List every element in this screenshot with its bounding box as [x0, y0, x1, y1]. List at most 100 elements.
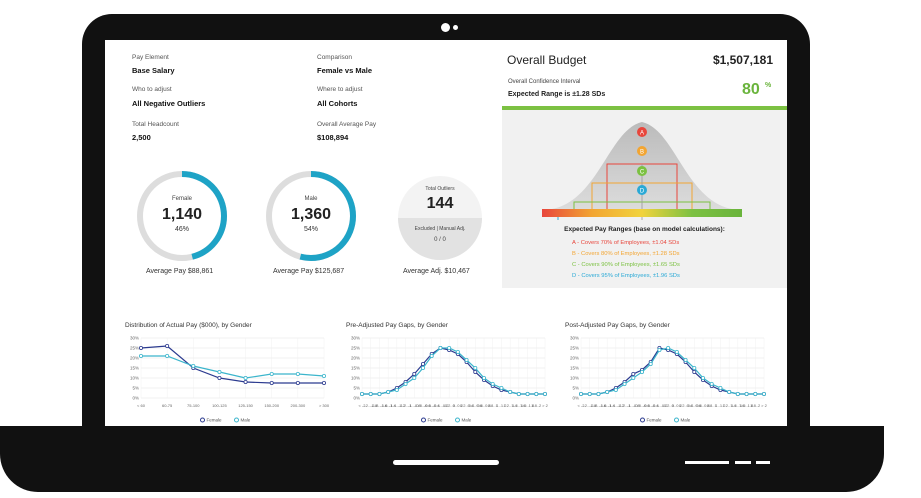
data-point: [525, 392, 530, 397]
pay-element-value[interactable]: Base Salary: [132, 66, 175, 75]
outliers-title: Total Outliers: [425, 186, 455, 192]
data-point: [700, 376, 705, 381]
y-tick-label: 30%: [130, 336, 139, 341]
data-point: [516, 392, 521, 397]
base-accent-line: [735, 461, 751, 464]
overall-average-pay-label: Overall Average Pay: [317, 121, 377, 128]
female-average-pay: Average Pay $88,861: [146, 268, 214, 275]
x-tick-label: 0.6..0.8: [696, 403, 710, 408]
x-tick-label: -1.6..-1.4: [380, 403, 397, 408]
data-point: [613, 388, 618, 393]
expected-pay-ranges-title: Expected Pay Ranges (base on model calcu…: [564, 226, 725, 233]
total-headcount-value: 2,500: [132, 133, 151, 142]
outliers-circle-graphic: [398, 176, 482, 260]
base-accent-line: [685, 461, 729, 464]
series-line: [581, 347, 764, 395]
x-tick-label: 60-75: [162, 403, 173, 408]
data-point: [321, 381, 326, 386]
x-tick-label: 1..1.2: [496, 403, 507, 408]
x-tick-label: 0.6..0.8: [477, 403, 491, 408]
budget-amount: $1,507,181: [712, 53, 773, 67]
range-line-a: A - Covers 70% of Employees, ±1.04 SDs: [572, 240, 680, 246]
data-point: [243, 380, 248, 385]
x-tick-label: -1.8..-1.6: [590, 403, 607, 408]
overall-average-pay-value: $108,894: [317, 133, 349, 142]
data-point: [473, 370, 478, 375]
x-tick-label: -2..-1.8: [583, 403, 596, 408]
webcam-light-icon: [453, 25, 458, 30]
outliers-count: 144: [426, 195, 454, 212]
x-tick-label: -1.4..-1.2: [608, 403, 625, 408]
x-tick-label: -0.4..-0.2: [651, 403, 668, 408]
where-to-adjust-value[interactable]: All Cohorts: [317, 99, 358, 108]
range-line-d: D - Covers 95% of Employees, ±1.96 SDs: [572, 273, 680, 279]
svg-text:B: B: [640, 150, 644, 156]
laptop-base: [0, 426, 884, 492]
x-tick-label: > 300: [319, 403, 330, 408]
legend-marker: [455, 417, 460, 423]
data-point: [295, 381, 300, 386]
data-point: [744, 392, 749, 397]
x-tick-label: -0.2..0: [443, 403, 455, 408]
outliers-excluded-value: 0 / 0: [434, 237, 446, 243]
male-ring-title: Male: [304, 196, 318, 202]
y-tick-label: 15%: [130, 366, 139, 371]
x-tick-label: -1.6..-1.4: [599, 403, 616, 408]
x-tick-label: 0.4..0.6: [469, 403, 483, 408]
trackpad-notch: [393, 460, 499, 465]
who-to-adjust-value[interactable]: All Negative Outliers: [132, 99, 206, 108]
chart-title-post-adjusted: Post-Adjusted Pay Gaps, by Gender: [565, 322, 670, 329]
data-point: [490, 382, 495, 387]
data-point: [165, 353, 170, 358]
x-tick-label: -0.6..-0.4: [424, 403, 441, 408]
expected-range-text: Expected Range is ±1.28 SDs: [508, 91, 606, 98]
data-point: [481, 376, 486, 381]
female-ring-percent: 46%: [174, 226, 189, 233]
data-point: [727, 390, 732, 395]
x-tick-label: < 60: [137, 403, 146, 408]
data-point: [587, 392, 592, 397]
male-headcount-ring: Male 1,360 54%: [263, 168, 359, 264]
x-tick-label: -1..-0.8: [408, 403, 421, 408]
y-tick-label: 20%: [130, 356, 139, 361]
legend-label: Male: [462, 418, 472, 423]
female-ring-title: Female: [171, 196, 192, 202]
x-tick-label: 1..1.2: [715, 403, 726, 408]
data-point: [596, 392, 601, 397]
data-point: [403, 382, 408, 387]
x-tick-label: 0.8..1: [488, 403, 499, 408]
data-point: [578, 392, 583, 397]
dashboard-screen: Pay Element Base Salary Comparison Femal…: [105, 40, 787, 426]
x-tick-label: 1.2..1.4: [722, 403, 736, 408]
where-to-adjust-label: Where to adjust: [317, 86, 363, 93]
y-tick-label: 0%: [353, 396, 360, 401]
data-point: [138, 353, 143, 358]
data-point: [429, 353, 434, 358]
comparison-value[interactable]: Female vs Male: [317, 66, 373, 75]
y-tick-label: 25%: [351, 346, 360, 351]
data-point: [761, 392, 766, 397]
y-tick-label: 25%: [130, 346, 139, 351]
x-tick-label: 1.2..1.4: [503, 403, 517, 408]
budget-header: [502, 40, 787, 70]
chart-title-pre-adjusted: Pre-Adjusted Pay Gaps, by Gender: [346, 322, 448, 329]
confidence-percent-sign: %: [765, 82, 772, 89]
marker-c: C: [637, 166, 647, 176]
data-point: [377, 392, 382, 397]
webcam-icon: [441, 23, 450, 32]
x-tick-label: -2..-1.8: [364, 403, 377, 408]
x-tick-label: -1.2..-1: [399, 403, 412, 408]
data-point: [473, 366, 478, 371]
confidence-percent: 80: [742, 81, 760, 98]
male-ring-count: 1,360: [290, 206, 332, 223]
male-ring-graphic: [266, 171, 356, 261]
legend-marker: [234, 417, 239, 423]
data-point: [640, 370, 645, 375]
y-tick-label: 5%: [353, 386, 360, 391]
data-point: [412, 372, 417, 377]
x-tick-label: -1.2..-1: [618, 403, 631, 408]
x-tick-label: -1.4..-1.2: [389, 403, 406, 408]
pre-adjusted-pay-gaps-chart: 30% 25% 20% 15% 10% 5% 0% < -2-2..-1.8-1.8..-1.…: [351, 336, 549, 423]
x-tick-label: -1.8..-1.6: [371, 403, 388, 408]
series-line: [362, 347, 545, 395]
